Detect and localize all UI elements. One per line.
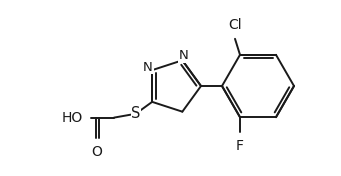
Text: N: N [179,49,189,62]
Text: S: S [131,106,141,121]
Text: Cl: Cl [228,18,242,32]
Text: F: F [236,139,244,153]
Text: HO: HO [62,111,83,125]
Text: N: N [143,61,153,74]
Text: O: O [91,145,102,159]
